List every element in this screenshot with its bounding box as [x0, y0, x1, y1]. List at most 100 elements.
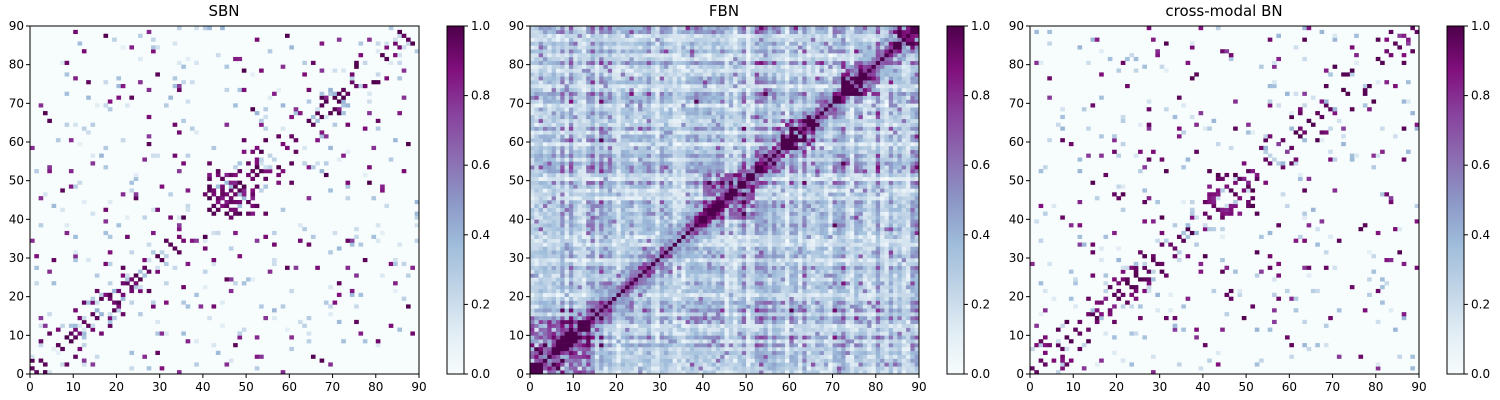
heatmap-cell	[646, 331, 652, 336]
heatmap-cell	[728, 366, 734, 371]
heatmap-cell	[77, 323, 83, 328]
heatmap-cell	[538, 327, 544, 332]
heatmap-cell	[560, 292, 565, 297]
heatmap-cell	[685, 273, 691, 278]
heatmap-cell	[875, 281, 881, 286]
heatmap-cell	[547, 265, 552, 270]
heatmap-cell	[785, 346, 790, 352]
y-tick-label: 30	[9, 251, 24, 265]
heatmap-cell	[633, 300, 639, 305]
heatmap-cell	[841, 246, 846, 251]
heatmap-cell	[375, 72, 381, 77]
heatmap-cell	[629, 265, 635, 270]
heatmap-cell	[728, 327, 734, 332]
heatmap-cell	[893, 346, 898, 352]
heatmap-cell	[547, 343, 552, 348]
heatmap-cell	[733, 300, 738, 305]
heatmap-cell	[547, 203, 552, 209]
heatmap-cell	[146, 366, 152, 371]
heatmap-cell	[810, 265, 816, 270]
heatmap-cell	[215, 53, 221, 58]
heatmap-cell	[906, 362, 911, 367]
heatmap-cell	[789, 319, 794, 325]
heatmap-cell	[862, 358, 868, 363]
heatmap-cell	[849, 362, 855, 367]
heatmap-cell	[646, 227, 652, 232]
heatmap-cell	[845, 200, 851, 205]
heatmap-cell	[707, 223, 712, 228]
heatmap-cell	[867, 269, 872, 274]
heatmap-cell	[910, 230, 915, 236]
heatmap-cell	[737, 288, 743, 294]
heatmap-cell	[681, 192, 686, 197]
heatmap-cell	[737, 238, 743, 243]
heatmap-cell	[538, 362, 544, 367]
heatmap-cells	[30, 26, 420, 375]
heatmap-cell	[694, 339, 699, 344]
heatmap-cell	[776, 366, 781, 371]
heatmap-cell	[728, 219, 734, 224]
heatmap-cell	[672, 300, 678, 305]
heatmap-cell	[594, 335, 600, 340]
heatmap-cell	[767, 346, 773, 352]
heatmap-cell	[724, 327, 730, 332]
heatmap-cell	[698, 316, 704, 321]
heatmap-cell	[68, 184, 74, 189]
heatmap-cell	[698, 339, 704, 344]
heatmap-cell	[681, 281, 686, 286]
heatmap-cell	[646, 327, 652, 332]
heatmap-cell	[685, 339, 691, 344]
heatmap-cell	[646, 335, 652, 340]
heatmap-cell	[754, 308, 760, 313]
heatmap-cell	[612, 254, 617, 259]
heatmap-cell	[823, 319, 829, 325]
heatmap-cell	[181, 331, 186, 336]
heatmap-cell	[871, 258, 877, 263]
heatmap-cell	[910, 192, 915, 197]
heatmap-cell	[685, 304, 691, 309]
heatmap-cell	[815, 273, 820, 278]
heatmap-cell	[707, 346, 712, 352]
heatmap-cell	[689, 192, 695, 197]
heatmap-cell	[129, 300, 135, 305]
heatmap-cell	[590, 207, 596, 212]
heatmap-cell	[663, 230, 669, 236]
heatmap-cell	[694, 203, 699, 209]
heatmap-cell	[875, 238, 881, 243]
heatmap-cell	[750, 346, 756, 352]
heatmap-cell	[875, 207, 881, 212]
heatmap-cell	[759, 350, 764, 355]
heatmap-cell	[724, 261, 730, 267]
heatmap-cell	[646, 261, 652, 267]
heatmap-cell	[676, 261, 682, 267]
heatmap-cell	[207, 188, 212, 193]
heatmap-cell	[560, 346, 565, 352]
heatmap-cell	[707, 354, 712, 359]
heatmap-cell	[711, 331, 717, 336]
heatmap-cell	[694, 296, 699, 301]
heatmap-cell	[793, 354, 799, 359]
heatmap-cell	[776, 323, 781, 328]
heatmap-cell	[668, 246, 673, 251]
heatmap-cell	[841, 196, 846, 201]
heatmap-cell	[875, 327, 881, 332]
heatmap-cell	[172, 265, 178, 270]
heatmap-cell	[754, 200, 760, 205]
heatmap-cell	[819, 223, 825, 228]
heatmap-cell	[767, 234, 773, 239]
heatmap-cell	[612, 258, 617, 263]
heatmap-cell	[906, 250, 911, 255]
heatmap-cell	[823, 192, 829, 197]
heatmap-cell	[888, 246, 894, 251]
heatmap-cell	[542, 211, 548, 216]
heatmap-cell	[581, 219, 587, 224]
heatmap-cell	[151, 304, 156, 309]
heatmap-cell	[806, 335, 812, 340]
heatmap-cell	[542, 207, 548, 212]
heatmap-cell	[888, 238, 894, 243]
heatmap-cell	[573, 319, 578, 325]
heatmap-cell	[750, 300, 756, 305]
heatmap-cell	[875, 211, 881, 216]
heatmap-cell	[871, 323, 877, 328]
heatmap-cell	[858, 269, 864, 274]
